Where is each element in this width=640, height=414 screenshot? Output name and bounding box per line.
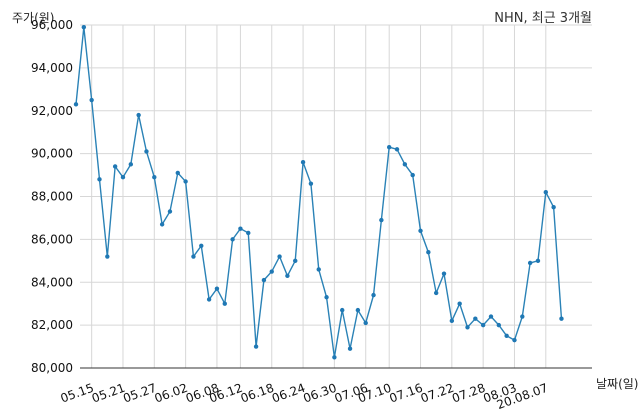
price-point xyxy=(230,237,235,242)
price-point xyxy=(199,243,204,249)
price-point xyxy=(551,205,556,210)
price-point xyxy=(496,322,502,328)
price-point xyxy=(293,258,298,264)
price-point xyxy=(347,346,353,351)
price-point xyxy=(73,102,79,107)
price-point xyxy=(120,175,126,180)
price-point xyxy=(394,147,400,152)
price-point xyxy=(191,254,196,259)
price-point xyxy=(152,175,157,180)
y-tick-label: 90,000 xyxy=(31,147,73,161)
y-tick-label: 94,000 xyxy=(31,61,73,75)
price-point xyxy=(136,112,141,118)
price-point xyxy=(520,314,525,319)
price-point xyxy=(535,258,541,264)
y-tick-label: 88,000 xyxy=(31,190,73,204)
price-point xyxy=(473,316,478,321)
y-tick-label: 84,000 xyxy=(31,275,73,289)
price-point xyxy=(371,292,376,298)
price-point xyxy=(410,172,415,178)
price-point xyxy=(308,181,314,186)
price-point xyxy=(89,97,94,103)
price-point xyxy=(97,177,102,182)
price-point xyxy=(402,162,408,167)
price-point xyxy=(128,162,134,167)
price-point xyxy=(246,230,251,236)
price-point xyxy=(144,149,149,154)
x-axis-label: 날짜(일) xyxy=(596,377,639,391)
price-point xyxy=(300,160,306,165)
chart-title: NHN, 최근 3개월 xyxy=(494,11,592,26)
price-point xyxy=(214,286,220,291)
price-point xyxy=(480,322,486,328)
price-point xyxy=(183,179,188,184)
price-point xyxy=(441,271,447,276)
price-point xyxy=(512,337,517,343)
price-point xyxy=(504,333,509,339)
price-point xyxy=(277,254,282,259)
price-point xyxy=(167,209,173,214)
price-point xyxy=(222,301,227,306)
price-point xyxy=(159,222,165,227)
price-point xyxy=(387,144,392,150)
price-point xyxy=(175,170,180,176)
price-point xyxy=(269,269,274,274)
y-tick-label: 80,000 xyxy=(31,361,73,375)
price-point xyxy=(527,260,533,266)
y-tick-label: 82,000 xyxy=(31,318,73,332)
price-point xyxy=(465,325,470,330)
price-point xyxy=(105,254,110,259)
price-point xyxy=(449,318,455,324)
price-point xyxy=(206,297,212,302)
price-point xyxy=(285,273,290,279)
price-point xyxy=(457,301,462,306)
price-point xyxy=(238,226,243,231)
price-point xyxy=(418,228,423,233)
price-point xyxy=(316,267,321,272)
price-point xyxy=(363,320,368,326)
price-point xyxy=(324,295,329,300)
y-tick-label: 92,000 xyxy=(31,104,73,118)
price-point xyxy=(543,190,548,195)
y-tick-label: 86,000 xyxy=(31,232,73,246)
price-point xyxy=(261,277,267,283)
y-axis-label: 주가(원) xyxy=(12,11,55,25)
price-point xyxy=(112,164,118,169)
price-line xyxy=(75,27,563,358)
price-point xyxy=(253,344,259,349)
price-point xyxy=(426,250,431,255)
price-point xyxy=(559,316,564,321)
y-tick-label: 96,000 xyxy=(31,18,73,32)
price-point xyxy=(433,290,439,296)
price-point xyxy=(488,314,494,319)
price-point xyxy=(379,217,384,223)
price-point xyxy=(332,355,337,360)
price-point xyxy=(340,307,345,313)
price-point xyxy=(355,307,361,313)
price-point xyxy=(81,24,87,30)
